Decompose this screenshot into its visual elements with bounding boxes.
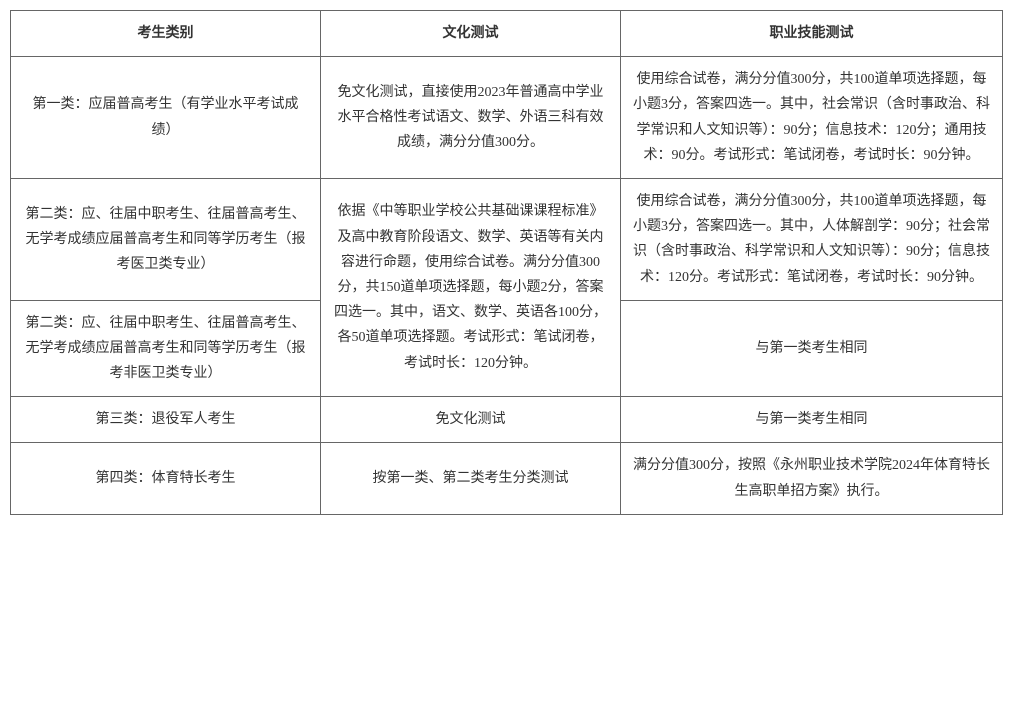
cell-category-4: 第四类：体育特长考生 (11, 443, 321, 514)
cell-skill-2a: 使用综合试卷，满分分值300分，共100道单项选择题，每小题3分，答案四选一。其… (621, 178, 1003, 300)
cell-skill-2b: 与第一类考生相同 (621, 300, 1003, 397)
table-row: 第一类：应届普高考生（有学业水平考试成绩） 免文化测试，直接使用2023年普通高… (11, 57, 1003, 179)
header-culture-test: 文化测试 (321, 11, 621, 57)
cell-skill-4: 满分分值300分，按照《永州职业技术学院2024年体育特长生高职单招方案》执行。 (621, 443, 1003, 514)
table-row: 第三类：退役军人考生 免文化测试 与第一类考生相同 (11, 397, 1003, 443)
cell-category-1: 第一类：应届普高考生（有学业水平考试成绩） (11, 57, 321, 179)
header-skill-test: 职业技能测试 (621, 11, 1003, 57)
header-category: 考生类别 (11, 11, 321, 57)
cell-culture-4: 按第一类、第二类考生分类测试 (321, 443, 621, 514)
cell-category-2b: 第二类：应、往届中职考生、往届普高考生、无学考成绩应届普高考生和同等学历考生（报… (11, 300, 321, 397)
cell-culture-2: 依据《中等职业学校公共基础课课程标准》及高中教育阶段语文、数学、英语等有关内容进… (321, 178, 621, 396)
table-header-row: 考生类别 文化测试 职业技能测试 (11, 11, 1003, 57)
table-row: 第二类：应、往届中职考生、往届普高考生、无学考成绩应届普高考生和同等学历考生（报… (11, 178, 1003, 300)
cell-culture-3: 免文化测试 (321, 397, 621, 443)
cell-skill-3: 与第一类考生相同 (621, 397, 1003, 443)
cell-category-2a: 第二类：应、往届中职考生、往届普高考生、无学考成绩应届普高考生和同等学历考生（报… (11, 178, 321, 300)
cell-category-3: 第三类：退役军人考生 (11, 397, 321, 443)
exam-categories-table: 考生类别 文化测试 职业技能测试 第一类：应届普高考生（有学业水平考试成绩） 免… (10, 10, 1003, 515)
table-row: 第四类：体育特长考生 按第一类、第二类考生分类测试 满分分值300分，按照《永州… (11, 443, 1003, 514)
cell-skill-1: 使用综合试卷，满分分值300分，共100道单项选择题，每小题3分，答案四选一。其… (621, 57, 1003, 179)
cell-culture-1: 免文化测试，直接使用2023年普通高中学业水平合格性考试语文、数学、外语三科有效… (321, 57, 621, 179)
